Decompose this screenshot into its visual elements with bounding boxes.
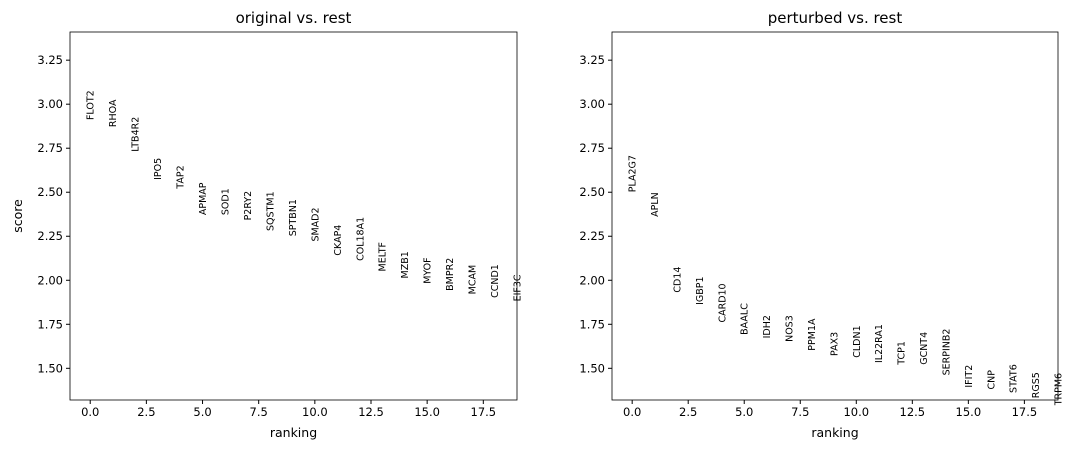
y-tick-label: 2.00 xyxy=(37,273,63,287)
gene-label: STAT6 xyxy=(1009,364,1020,393)
gene-label: PLA2G7 xyxy=(628,155,639,192)
x-tick-label: 7.5 xyxy=(791,405,809,419)
panel-title: perturbed vs. rest xyxy=(768,9,903,27)
y-tick-label: 1.75 xyxy=(37,317,63,331)
gene-label: EIF3C xyxy=(513,274,524,301)
y-tick-label: 3.25 xyxy=(37,53,63,67)
gene-label: RGS5 xyxy=(1031,372,1042,398)
gene-label: IDH2 xyxy=(762,315,773,338)
gene-label: SMAD2 xyxy=(310,207,321,241)
y-tick-label: 1.50 xyxy=(37,361,63,375)
y-tick-label: 3.25 xyxy=(579,53,605,67)
y-tick-label: 2.25 xyxy=(37,229,63,243)
y-tick-label: 2.50 xyxy=(37,185,63,199)
y-axis-label: score xyxy=(10,199,25,233)
gene-label: CCND1 xyxy=(490,264,501,298)
x-axis-label: ranking xyxy=(811,425,858,440)
gene-label: CNP xyxy=(986,370,997,390)
gene-label: MZB1 xyxy=(400,251,411,278)
x-tick-label: 0.0 xyxy=(623,405,641,419)
gene-label: CLDN1 xyxy=(852,325,863,357)
gene-label: CARD10 xyxy=(717,283,728,322)
gene-label: PAX3 xyxy=(829,332,840,356)
gene-label: IL22RA1 xyxy=(874,324,885,363)
x-tick-label: 2.5 xyxy=(679,405,697,419)
x-tick-label: 15.0 xyxy=(414,405,440,419)
gene-label: IPO5 xyxy=(153,158,164,180)
gene-label: PPM1A xyxy=(807,318,818,351)
gene-label: SQSTM1 xyxy=(265,191,276,231)
y-tick-label: 2.25 xyxy=(579,229,605,243)
x-tick-label: 17.5 xyxy=(471,405,497,419)
plot-frame xyxy=(69,31,518,401)
y-tick-label: 3.00 xyxy=(579,97,605,111)
gene-label: SPTBN1 xyxy=(288,199,299,236)
gene-label: MCAM xyxy=(468,265,479,295)
x-tick-label: 10.0 xyxy=(843,405,869,419)
y-tick-label: 3.00 xyxy=(37,97,63,111)
x-tick-label: 2.5 xyxy=(137,405,155,419)
gene-label: MYOF xyxy=(423,257,434,283)
gene-label: CD14 xyxy=(672,267,683,293)
gene-label: MELTF xyxy=(378,242,389,271)
gene-label: CKAP4 xyxy=(333,225,344,256)
gene-label: RHOA xyxy=(108,99,119,127)
x-tick-label: 0.0 xyxy=(81,405,99,419)
panel-title: original vs. rest xyxy=(236,9,352,27)
gene-label: APLN xyxy=(650,192,661,217)
gene-label: APMAP xyxy=(198,182,209,215)
gene-label: SOD1 xyxy=(220,188,231,215)
gene-label: LTB4R2 xyxy=(131,117,142,152)
y-tick-label: 1.50 xyxy=(579,361,605,375)
gene-label: IFIT2 xyxy=(964,365,975,388)
gene-label: FLOT2 xyxy=(86,90,97,120)
gene-label: TCP1 xyxy=(897,341,908,366)
y-tick-label: 2.75 xyxy=(37,141,63,155)
x-tick-label: 5.0 xyxy=(735,405,753,419)
gene-label: NOS3 xyxy=(785,315,796,342)
gene-label: COL18A1 xyxy=(355,217,366,261)
x-tick-label: 12.5 xyxy=(358,405,384,419)
gene-label: BAALC xyxy=(740,303,751,335)
x-tick-label: 7.5 xyxy=(250,405,268,419)
gene-label: P2RY2 xyxy=(243,191,254,221)
x-axis-label: ranking xyxy=(270,425,317,440)
plot-frame xyxy=(611,31,1059,401)
gene-label: GCNT4 xyxy=(919,332,930,365)
x-tick-label: 5.0 xyxy=(193,405,211,419)
y-tick-label: 2.00 xyxy=(579,273,605,287)
y-tick-label: 2.50 xyxy=(579,185,605,199)
gene-label: IGBP1 xyxy=(695,276,706,304)
gene-label: BMPR2 xyxy=(445,258,456,291)
gene-label: SERPINB2 xyxy=(941,329,952,376)
gene-label: TAP2 xyxy=(176,165,187,189)
x-tick-label: 17.5 xyxy=(1012,405,1038,419)
x-tick-label: 15.0 xyxy=(956,405,982,419)
y-tick-label: 1.75 xyxy=(579,317,605,331)
gene-label: TRPM6 xyxy=(1054,373,1065,406)
x-tick-label: 10.0 xyxy=(302,405,328,419)
y-tick-label: 2.75 xyxy=(579,141,605,155)
x-tick-label: 12.5 xyxy=(900,405,926,419)
